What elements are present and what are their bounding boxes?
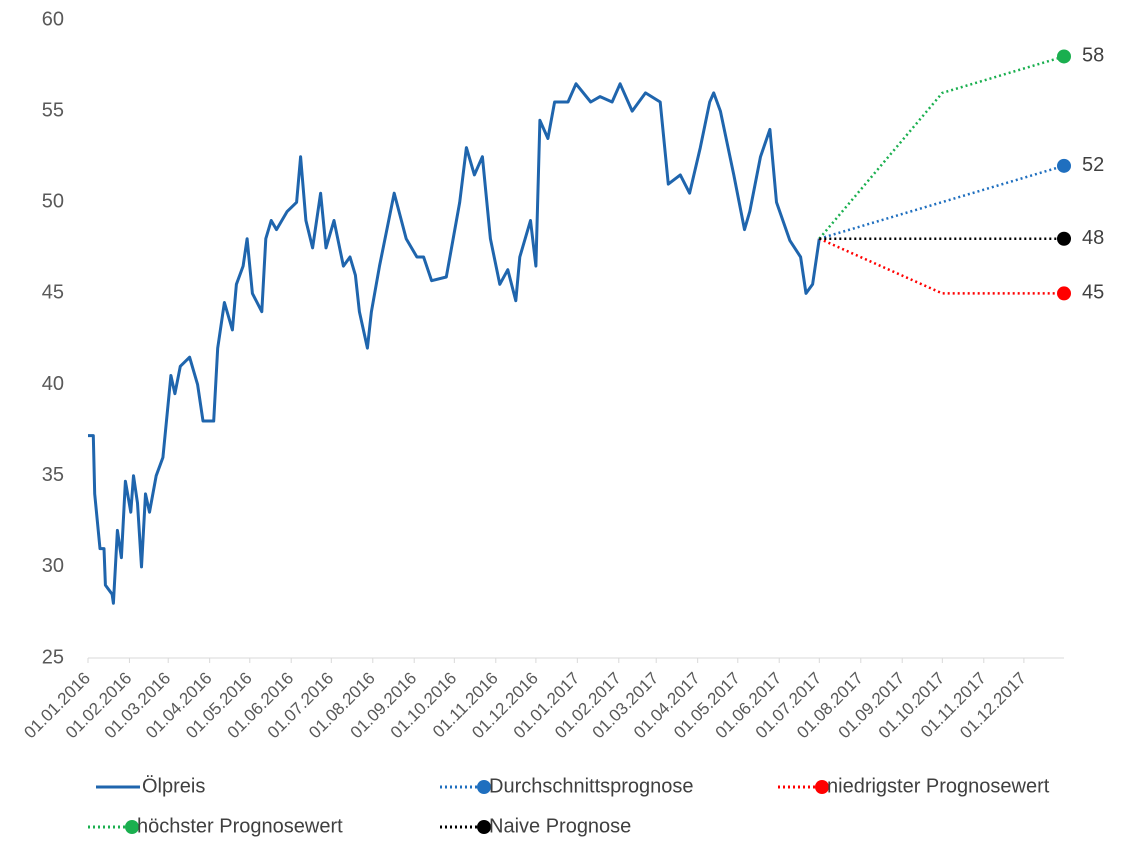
- legend-marker: [815, 780, 829, 794]
- legend-label: niedrigster Prognosewert: [827, 775, 1050, 797]
- series-line: [818, 55, 1065, 240]
- legend-label: Ölpreis: [142, 775, 205, 797]
- y-tick-label: 50: [42, 191, 64, 213]
- legend-marker: [125, 820, 139, 834]
- data-label: 58: [1082, 45, 1104, 67]
- legend-marker: [477, 820, 491, 834]
- y-tick-label: 40: [42, 373, 64, 395]
- y-tick-label: 45: [42, 282, 64, 304]
- legend-label: Naive Prognose: [489, 815, 631, 837]
- end-marker: [1057, 231, 1071, 246]
- end-marker: [1057, 286, 1071, 301]
- data-label: 48: [1082, 227, 1104, 249]
- y-tick-label: 55: [42, 99, 64, 121]
- end-marker: [1057, 158, 1071, 173]
- end-marker: [1057, 49, 1071, 64]
- series-line: [818, 237, 1064, 295]
- legend-label: höchster Prognosewert: [137, 815, 343, 837]
- legend-marker: [477, 780, 491, 794]
- series-line: [88, 82, 821, 605]
- y-tick-label: 35: [42, 464, 64, 486]
- data-label: 45: [1082, 282, 1104, 304]
- y-tick-label: 25: [42, 646, 64, 668]
- y-tick-label: 60: [42, 8, 64, 30]
- series-line: [818, 164, 1065, 240]
- data-label: 52: [1082, 154, 1104, 176]
- y-tick-label: 30: [42, 555, 64, 577]
- legend-label: Durchschnittsprognose: [489, 775, 694, 797]
